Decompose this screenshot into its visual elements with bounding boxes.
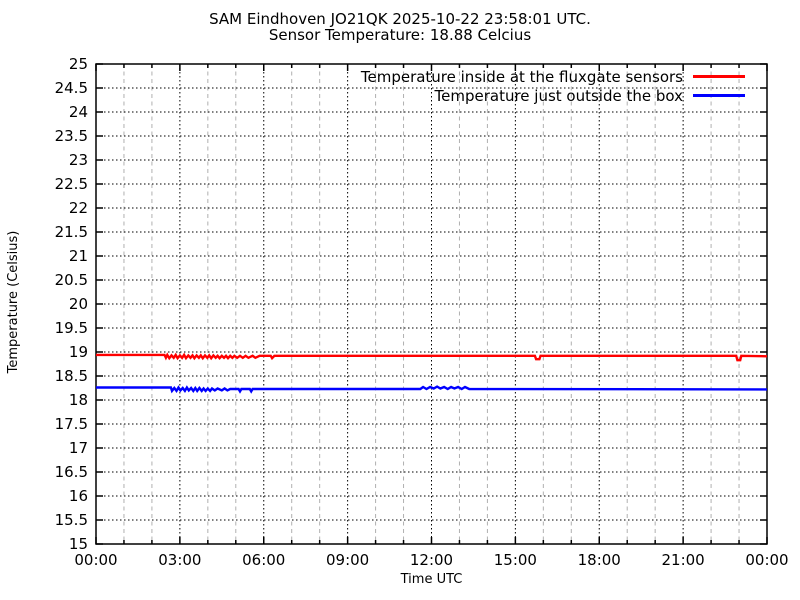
- legend: Temperature inside at the fluxgate senso…: [361, 67, 745, 105]
- x-tick-label: 15:00: [494, 551, 537, 569]
- plot-border: [95, 63, 768, 545]
- y-tick-label: 16: [69, 487, 88, 505]
- y-tick-label: 23.5: [55, 127, 88, 145]
- y-tick-label: 24: [69, 103, 88, 121]
- chart-subtitle: Sensor Temperature: 18.88 Celcius: [268, 26, 532, 44]
- legend-item-outside: Temperature just outside the box: [361, 86, 745, 105]
- x-tick-label: 00:00: [745, 551, 788, 569]
- x-tick-label: 06:00: [242, 551, 285, 569]
- legend-label-inside: Temperature inside at the fluxgate senso…: [360, 67, 683, 86]
- y-tick-label: 21.5: [55, 223, 88, 241]
- x-tick-label: 09:00: [326, 551, 369, 569]
- x-tick-label: 00:00: [74, 551, 117, 569]
- y-tick-label: 17: [69, 439, 88, 457]
- x-tick-label: 03:00: [158, 551, 201, 569]
- y-tick-label: 19: [69, 343, 88, 361]
- chart-title: SAM Eindhoven JO21QK 2025-10-22 23:58:01…: [209, 10, 591, 28]
- y-tick-label: 18: [69, 391, 88, 409]
- y-tick-label: 16.5: [55, 463, 88, 481]
- y-tick-label: 17.5: [55, 415, 88, 433]
- y-tick-label: 15.5: [55, 511, 88, 529]
- y-tick-label: 20.5: [55, 271, 88, 289]
- y-tick-label: 25: [69, 55, 88, 73]
- legend-label-outside: Temperature just outside the box: [434, 86, 684, 105]
- legend-item-inside: Temperature inside at the fluxgate senso…: [361, 67, 745, 86]
- x-axis-label: Time UTC: [400, 572, 463, 587]
- y-tick-label: 21: [69, 247, 88, 265]
- x-tick-label: 12:00: [410, 551, 453, 569]
- y-tick-label: 15: [69, 535, 88, 553]
- y-tick-label: 24.5: [55, 79, 88, 97]
- legend-line-blue: [693, 94, 745, 97]
- x-tick-label: 21:00: [662, 551, 705, 569]
- y-tick-label: 22.5: [55, 175, 88, 193]
- y-tick-label: 22: [69, 199, 88, 217]
- y-tick-label: 19.5: [55, 319, 88, 337]
- legend-line-red: [693, 75, 745, 78]
- series-line-1: [96, 385, 768, 394]
- series-line-0: [96, 352, 768, 362]
- x-tick-label: 18:00: [578, 551, 621, 569]
- y-tick-label: 23: [69, 151, 88, 169]
- y-tick-label: 18.5: [55, 367, 88, 385]
- y-tick-label: 20: [69, 295, 88, 313]
